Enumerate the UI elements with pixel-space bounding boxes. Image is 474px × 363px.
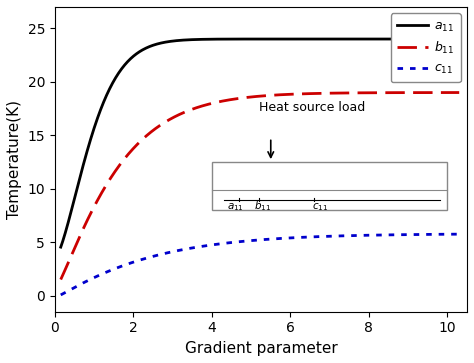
Text: $a_{11}$: $a_{11}$	[227, 201, 244, 213]
Text: Heat source load: Heat source load	[259, 101, 365, 114]
Bar	[212, 162, 447, 210]
Text: $c_{11}$: $c_{11}$	[312, 201, 328, 213]
Y-axis label: Temperature(K): Temperature(K)	[7, 100, 22, 219]
Legend: $a_{11}$, $b_{11}$, $c_{11}$: $a_{11}$, $b_{11}$, $c_{11}$	[391, 13, 461, 82]
Text: $b_{11}$: $b_{11}$	[255, 199, 272, 213]
X-axis label: Gradient parameter: Gradient parameter	[184, 341, 337, 356]
